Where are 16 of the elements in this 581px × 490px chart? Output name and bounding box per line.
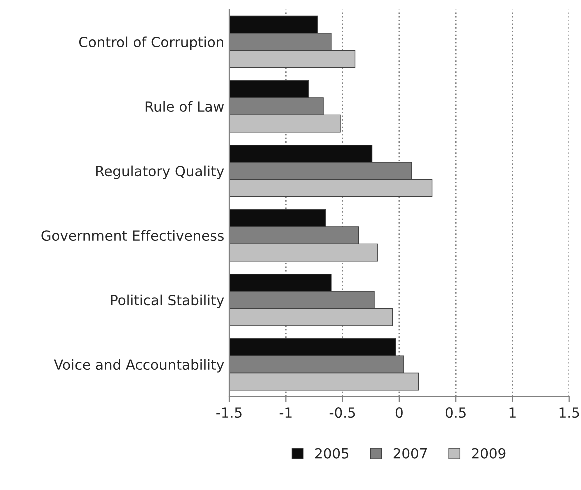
- x-tick-label: -1.5: [216, 408, 242, 418]
- x-tick-label: 1: [510, 408, 516, 418]
- legend-label: 2009: [472, 448, 506, 459]
- y-tick-label: Regulatory Quality: [96, 166, 224, 180]
- legend-label: 2005: [315, 448, 349, 459]
- y-tick-label: Government Effectiveness: [42, 230, 224, 242]
- y-tick-label: Rule of Law: [146, 101, 224, 112]
- x-tick-label: -0.5: [330, 408, 356, 418]
- x-tick-label: 0: [396, 408, 403, 418]
- x-tick-label: 1.5: [560, 408, 580, 418]
- x-tick-label: 0.5: [446, 408, 466, 418]
- y-tick-label: Control of Corruption: [79, 36, 224, 50]
- y-tick-label: Voice and Accountability: [54, 359, 224, 373]
- y-tick-label: Political Stability: [111, 294, 224, 308]
- x-tick-label: -1: [280, 408, 292, 418]
- legend-label: 2007: [394, 448, 428, 459]
